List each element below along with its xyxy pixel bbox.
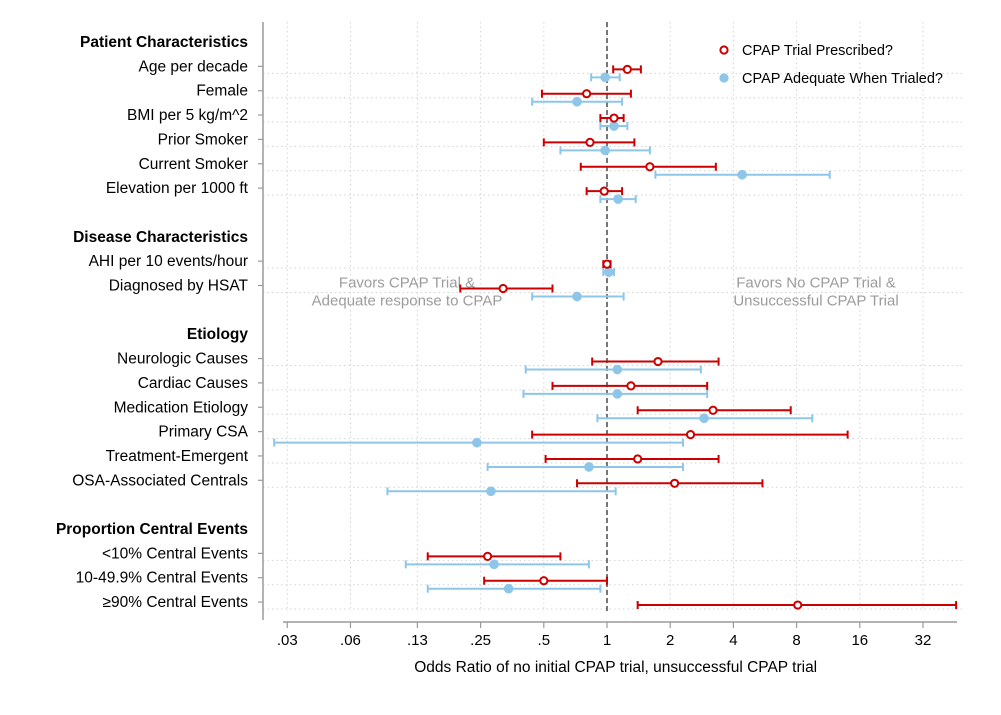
prescribed-point: [582, 89, 592, 99]
row-label: AHI per 10 events/hour: [89, 253, 248, 270]
annotation-left: Adequate response to CPAP: [312, 293, 503, 310]
x-tick-label: 16: [851, 632, 868, 649]
annotation-left: Favors CPAP Trial &: [339, 275, 475, 292]
adequate-point: [472, 437, 482, 448]
row-label: <10% Central Events: [102, 545, 248, 562]
adequate-point: [600, 145, 611, 156]
prescribed-point: [585, 137, 595, 147]
x-tick-label: .5: [538, 632, 551, 649]
annotation-right: Favors No CPAP Trial &: [736, 275, 896, 292]
section-heading: Proportion Central Events: [56, 521, 248, 538]
row-label: 10-49.9% Central Events: [76, 570, 249, 587]
row-label: BMI per 5 kg/m^2: [127, 107, 248, 124]
prescribed-point: [793, 600, 803, 610]
x-tick-label: 32: [915, 632, 932, 649]
row-label: Current Smoker: [139, 156, 248, 173]
x-tick-label: 2: [666, 632, 674, 649]
legend-label: CPAP Trial Prescribed?: [742, 43, 893, 59]
x-axis-title: Odds Ratio of no initial CPAP trial, uns…: [414, 659, 817, 676]
x-tick-label: .03: [277, 632, 298, 649]
adequate-point: [486, 486, 496, 497]
adequate-point: [489, 559, 499, 570]
row-label: ≥90% Central Events: [103, 594, 249, 611]
adequate-point: [572, 96, 582, 107]
x-tick-label: 1: [603, 632, 611, 649]
row-label: Elevation per 1000 ft: [106, 180, 249, 197]
row-label: Treatment-Emergent: [106, 448, 249, 465]
row-label: Cardiac Causes: [138, 375, 249, 392]
x-tick-label: 8: [792, 632, 800, 649]
annotation-right: Unsuccessful CPAP Trial: [733, 293, 898, 310]
adequate-point: [699, 413, 709, 424]
adequate-point: [600, 72, 611, 83]
adequate-point: [612, 389, 623, 399]
legend-marker-prescribed: [719, 45, 729, 55]
prescribed-point: [609, 113, 619, 123]
row-label: Primary CSA: [158, 424, 248, 441]
prescribed-point: [626, 381, 636, 391]
adequate-point: [612, 364, 623, 375]
section-heading: Etiology: [187, 326, 249, 343]
prescribed-point: [622, 64, 632, 74]
adequate-point: [503, 583, 514, 594]
legend-marker-adequate: [719, 73, 729, 83]
prescribed-point: [685, 430, 696, 440]
adequate-point: [613, 194, 623, 204]
prescribed-point: [498, 283, 508, 294]
prescribed-point: [653, 356, 663, 367]
prescribed-point: [633, 454, 643, 464]
prescribed-point: [708, 405, 718, 415]
row-label: Prior Smoker: [158, 131, 248, 148]
prescribed-point: [645, 162, 655, 172]
prescribed-point: [602, 259, 612, 269]
prescribed-point: [670, 478, 680, 488]
adequate-point: [572, 291, 582, 302]
section-heading: Disease Characteristics: [73, 229, 248, 246]
adequate-point: [609, 121, 619, 131]
row-label: Diagnosed by HSAT: [109, 278, 249, 295]
row-label: OSA-Associated Centrals: [72, 472, 248, 489]
row-label: Female: [196, 83, 248, 100]
row-label: Age per decade: [139, 58, 248, 75]
prescribed-point: [599, 186, 609, 196]
adequate-point: [584, 462, 594, 472]
prescribed-point: [539, 576, 549, 586]
row-label: Neurologic Causes: [117, 351, 248, 368]
adequate-point: [603, 267, 614, 277]
adequate-point: [737, 169, 747, 180]
section-heading: Patient Characteristics: [80, 34, 248, 51]
x-tick-label: .06: [340, 632, 361, 649]
x-tick-label: .13: [407, 632, 428, 649]
row-label: Medication Etiology: [114, 399, 249, 416]
prescribed-point: [483, 551, 493, 561]
x-tick-label: .25: [470, 632, 491, 649]
x-tick-label: 4: [729, 632, 737, 649]
legend-label: CPAP Adequate When Trialed?: [742, 71, 943, 87]
